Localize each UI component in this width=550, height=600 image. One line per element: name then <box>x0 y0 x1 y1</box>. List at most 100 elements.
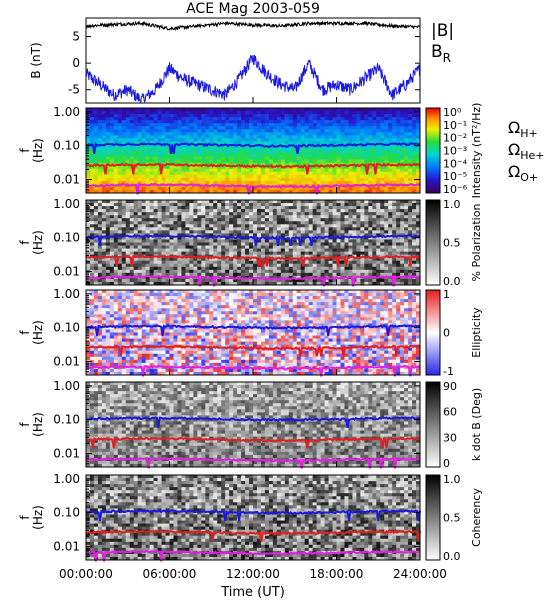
heatmap-cell <box>169 123 174 127</box>
heatmap-cell <box>129 203 135 207</box>
heatmap-cell <box>181 263 186 268</box>
heatmap-cell <box>125 171 131 176</box>
heatmap-cell <box>129 111 135 115</box>
heatmap-cell <box>197 269 202 274</box>
heatmap-cell <box>109 212 115 216</box>
heatmap-cell <box>316 293 321 297</box>
heatmap-cell <box>312 129 318 133</box>
heatmap-cell <box>86 132 91 136</box>
heatmap-cell <box>292 108 298 112</box>
heatmap-cell <box>284 150 290 154</box>
heatmap-cell <box>133 224 139 228</box>
heatmap-cell <box>324 224 329 228</box>
heatmap-cell <box>245 212 250 216</box>
heatmap-cell <box>256 203 262 207</box>
heatmap-cell <box>253 230 258 234</box>
heatmap-cell <box>328 153 333 157</box>
heatmap-cell <box>356 260 361 265</box>
heatmap-cell <box>256 174 262 179</box>
heatmap-cell <box>229 162 234 167</box>
heatmap-cell <box>388 168 393 173</box>
heatmap-cell <box>304 266 310 271</box>
heatmap-cell <box>256 221 262 225</box>
heatmap-cell <box>396 257 401 262</box>
heatmap-cell <box>308 263 314 268</box>
heatmap-cell <box>125 278 131 283</box>
heatmap-cell <box>217 254 222 259</box>
heatmap-cell <box>193 290 198 294</box>
heatmap-cell <box>86 233 91 237</box>
heatmap-cell <box>89 245 95 249</box>
heatmap-cell <box>121 269 127 274</box>
heatmap-cell <box>360 290 365 294</box>
heatmap-cell <box>332 126 337 130</box>
heatmap-cell <box>185 215 190 219</box>
heatmap-cell <box>296 272 302 277</box>
heatmap-cell <box>241 203 246 207</box>
heatmap-cell <box>169 230 174 234</box>
f-axis-label: f <box>18 240 32 245</box>
heatmap-cell <box>165 189 170 194</box>
heatmap-cell <box>129 206 135 210</box>
heatmap-cell <box>205 224 210 228</box>
heatmap-cell <box>157 248 162 253</box>
y-tick-label: 0.01 <box>53 265 80 279</box>
heatmap-cell <box>241 263 246 268</box>
heatmap-cell <box>284 147 290 151</box>
heatmap-cell <box>105 227 111 231</box>
heatmap-cell <box>392 168 397 173</box>
heatmap-cell <box>408 135 413 139</box>
heatmap-cell <box>169 186 174 191</box>
heatmap-cell <box>312 165 318 170</box>
heatmap-cell <box>141 290 147 294</box>
heatmap-cell <box>344 108 349 112</box>
heatmap-cell <box>264 293 270 297</box>
heatmap-cell <box>316 251 321 256</box>
heatmap-cell <box>117 224 123 228</box>
heatmap-cell <box>292 233 298 237</box>
heatmap-cell <box>412 239 417 243</box>
heatmap-cell <box>249 212 254 216</box>
heatmap-cell <box>392 144 397 148</box>
heatmap-cell <box>193 168 198 173</box>
heatmap-cell <box>221 177 226 182</box>
heatmap-cell <box>312 221 318 225</box>
heatmap-cell <box>400 126 405 130</box>
heatmap-cell <box>241 239 246 243</box>
heatmap-cell <box>113 180 119 185</box>
heatmap-cell <box>233 108 238 112</box>
heatmap-cell <box>256 180 262 185</box>
heatmap-cell <box>113 200 119 204</box>
heatmap-cell <box>213 129 218 133</box>
heatmap-cell <box>241 233 246 237</box>
heatmap-cell <box>272 171 278 176</box>
heatmap-cell <box>245 132 250 136</box>
heatmap-cell <box>276 260 282 265</box>
heatmap-cell <box>260 248 266 253</box>
heatmap-cell <box>264 200 270 204</box>
heatmap-cell <box>101 180 107 185</box>
heatmap-cell <box>332 168 337 173</box>
heatmap-cell <box>169 260 174 265</box>
heatmap-cell <box>109 153 115 157</box>
heatmap-cell <box>364 278 369 283</box>
heatmap-cell <box>356 162 361 167</box>
heatmap-cell <box>97 266 103 271</box>
heatmap-cell <box>292 150 298 154</box>
heatmap-cell <box>312 227 318 231</box>
heatmap-cell <box>249 120 254 124</box>
heatmap-cell <box>129 221 135 225</box>
heatmap-cell <box>129 159 135 164</box>
heatmap-cell <box>304 260 310 265</box>
heatmap-cell <box>404 138 409 142</box>
heatmap-cell <box>316 111 321 115</box>
heatmap-cell <box>149 108 154 112</box>
heatmap-cell <box>197 227 202 231</box>
heatmap-cell <box>217 135 222 139</box>
heatmap-cell <box>272 174 278 179</box>
heatmap-cell <box>340 266 345 271</box>
heatmap-cell <box>368 168 373 173</box>
heatmap-cell <box>316 254 321 259</box>
heatmap-cell <box>177 209 182 213</box>
heatmap-cell <box>133 147 139 151</box>
